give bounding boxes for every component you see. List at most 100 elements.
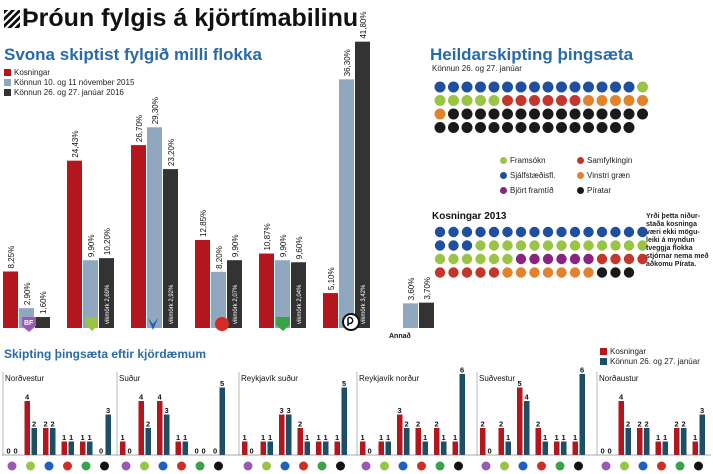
- konnun-seat-46: [623, 108, 635, 120]
- konnun-seat-0: [434, 81, 446, 93]
- margin-label-2: vikmörk 2,92%: [169, 284, 175, 324]
- dist-bar-0-2-0: [43, 428, 49, 455]
- konnun-seat-59: [583, 122, 594, 133]
- bar-5-0: [323, 293, 338, 328]
- konnun-seat-10: [569, 81, 581, 93]
- kosn2013-seat-54: [515, 267, 527, 278]
- bar-1-2: [99, 258, 114, 328]
- konnun-seat-62: [623, 122, 635, 133]
- kosn2013-seat-45: [610, 253, 621, 265]
- bf-logo-text: BF: [24, 320, 34, 327]
- bar-4-0: [259, 253, 274, 328]
- dist-label-1-3-0: 1: [176, 433, 180, 442]
- kosn2013-seat-46: [623, 253, 635, 265]
- dist-bar-5-5-1: [699, 414, 705, 455]
- kosn2013-seat-53: [502, 267, 513, 278]
- kosn2013-seat-26: [569, 240, 581, 251]
- kosn2013-seat-12: [596, 226, 608, 238]
- dist-label-2-2-0: 3: [280, 406, 284, 415]
- konnun-seat-58: [569, 122, 581, 133]
- dist-bar-3-2-0: [397, 414, 403, 455]
- bar-label-3-1: 8,20%: [215, 246, 224, 269]
- kosn2013-seat-50: [461, 267, 473, 278]
- bar-0-0: [3, 271, 18, 328]
- dist-bar-2-2-1: [286, 414, 292, 455]
- legend-kosningar: Kosningar: [4, 68, 50, 77]
- dist-party-icon-5-2: [638, 461, 648, 471]
- dist-label-1-5-0: 0: [213, 447, 217, 456]
- konnun-seat-56: [542, 122, 554, 133]
- dist-bar-3-5-0: [452, 441, 458, 455]
- dist-party-icon-3-0: [361, 461, 371, 471]
- dist-bar-2-4-0: [316, 441, 322, 455]
- margin-label-3: vikmörk 2,07%: [233, 284, 239, 324]
- dist-party-icon-3-3: [417, 461, 426, 471]
- kosn2013-seat-59: [583, 267, 594, 278]
- dist-party-icon-4-1: [500, 461, 509, 471]
- kosn2013-seat-6: [515, 226, 527, 238]
- dist-label-5-5-0: 1: [693, 433, 697, 442]
- bar-3-0: [195, 239, 210, 328]
- dist-bar-4-4-0: [554, 441, 560, 455]
- dist-party-icon-1-1: [140, 461, 149, 471]
- bar-label-0-0: 8,25%: [7, 246, 16, 269]
- dist-bar-1-5-1: [219, 387, 225, 455]
- bar-label-1-0: 24,43%: [71, 131, 80, 158]
- kosn2013-seat-52: [488, 267, 500, 278]
- dist-party-icon-4-5: [574, 461, 583, 471]
- dist-label-1-3-1: 1: [183, 433, 187, 442]
- kosn2013-seat-25: [556, 240, 567, 251]
- dist-bar-3-5-1: [459, 374, 465, 455]
- dist-bar-5-3-0: [655, 441, 661, 455]
- dist-label-0-3-1: 1: [69, 433, 73, 442]
- dist-label-5-5-1: 3: [700, 406, 704, 415]
- seat-chart-subtitle: Könnun 26. og 27. janúar: [432, 64, 522, 73]
- dist-label-1-2-1: 3: [165, 406, 169, 415]
- kosn2013-seat-16: [434, 240, 446, 251]
- dist-party-icon-3-5: [454, 461, 463, 471]
- page-title: Þróun fylgis á kjörtímabilinu: [22, 4, 359, 32]
- konnun-seat-26: [569, 95, 581, 106]
- kosn2013-seat-36: [488, 253, 500, 265]
- title-hatch-icon: [4, 10, 20, 28]
- dist-party-icon-2-2: [280, 461, 290, 471]
- margin-label-5: vikmörk 3,42%: [361, 284, 367, 324]
- bar-label-1-2: 10,20%: [103, 228, 112, 255]
- dist-label-4-0-1: 0: [488, 447, 492, 456]
- dist-bar-1-3-1: [182, 441, 188, 455]
- konnun-seat-19: [475, 95, 486, 106]
- konnun-seat-6: [515, 81, 527, 93]
- bar-6-2: [419, 302, 434, 328]
- konnun-seat-12: [596, 81, 608, 93]
- dist-label-4-1-0: 2: [499, 420, 503, 429]
- kosn2013-seat-34: [461, 253, 473, 265]
- kosn2013-seat-57: [556, 267, 567, 278]
- dist-bar-4-3-1: [542, 441, 548, 455]
- dist-label-4-5-1: 6: [580, 366, 584, 375]
- kosn2013-seat-13: [610, 226, 621, 238]
- bar-label-3-0: 12,85%: [199, 210, 208, 237]
- dist-label-0-2-0: 2: [44, 420, 48, 429]
- dist-bar-1-1-0: [138, 401, 144, 455]
- konnun-seat-35: [475, 108, 486, 120]
- konnun-seat-1: [448, 81, 459, 93]
- dist-bar-2-5-0: [334, 441, 340, 455]
- konnun-seat-2: [461, 81, 473, 93]
- bar-label-4-2: 9,60%: [295, 237, 304, 260]
- dist-label-4-3-0: 2: [536, 420, 540, 429]
- district-name-4: Suðvestur: [479, 374, 515, 383]
- district-legend-konnun: Könnun 26. og 27. janúar: [600, 357, 700, 366]
- dist-label-2-4-1: 1: [324, 433, 328, 442]
- seat-legend-samf: Samfylkingin: [577, 156, 632, 165]
- kosn2013-seat-60: [596, 267, 608, 278]
- konnun-seat-17: [448, 95, 459, 106]
- dist-bar-2-3-0: [297, 428, 303, 455]
- kosn2013-seat-4: [488, 226, 500, 238]
- kosn2013-seat-9: [556, 226, 567, 238]
- dist-label-4-2-0: 5: [518, 379, 522, 388]
- kosningar-2013-title: Kosningar 2013: [432, 211, 507, 222]
- dist-label-0-0-0: 0: [7, 447, 11, 456]
- bar-1-1: [83, 260, 98, 328]
- kosn2013-seat-15: [637, 226, 648, 238]
